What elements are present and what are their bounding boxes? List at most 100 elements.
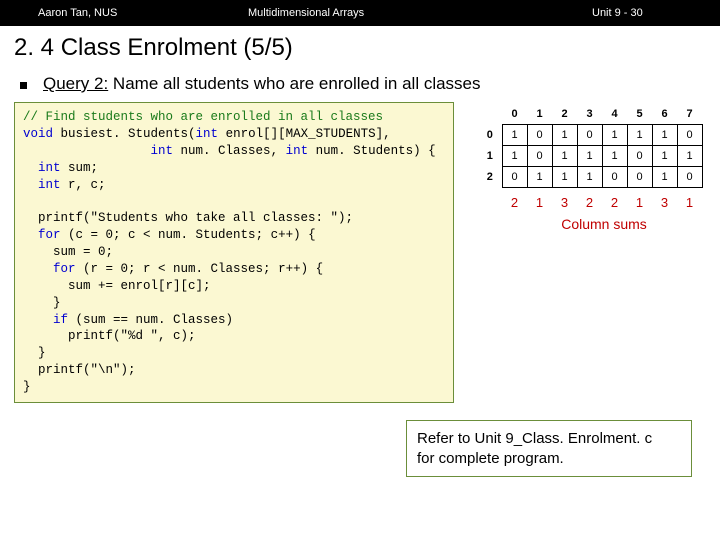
header-author: Aaron Tan, NUS [8,7,228,19]
table-cell: 0 [627,146,652,167]
code-comment: // Find students who are enrolled in all… [23,110,383,124]
refer-line1: Refer to Unit 9_Class. Enrolment. c [417,430,652,447]
code-text: (r = 0; r < num. Classes; r++) { [76,262,324,276]
table-cell: 1 [652,167,677,188]
col-header: 7 [677,104,702,125]
refer-line2: for complete program. [417,450,564,467]
table-cell: 1 [652,125,677,146]
table-cell: 1 [552,125,577,146]
sum-row: 2 1 3 2 2 1 3 1 [478,188,702,213]
code-box: // Find students who are enrolled in all… [14,102,454,403]
col-header: 4 [602,104,627,125]
code-text: sum; [61,161,99,175]
table-row: 1 1 0 1 1 1 0 1 1 [478,146,702,167]
table-cell: 1 [577,167,602,188]
col-header: 2 [552,104,577,125]
col-header: 0 [502,104,527,125]
bullet-text: Query 2: Name all students who are enrol… [43,74,481,94]
code-text: printf("Students who take all classes: "… [23,211,353,225]
col-header: 5 [627,104,652,125]
sum-cell: 1 [527,188,552,213]
code-text: sum = 0; [23,245,113,259]
table-cell: 1 [577,146,602,167]
sum-cell: 1 [627,188,652,213]
sum-cell: 1 [677,188,702,213]
table-cell: 0 [527,125,552,146]
header-topic: Multidimensional Arrays [228,7,592,19]
table-cell: 1 [502,125,527,146]
code-kw: for [38,228,61,242]
code-text: sum += enrol[r][c]; [23,279,211,293]
sum-cell: 3 [552,188,577,213]
bullet-square-icon [20,82,27,89]
table-cell: 0 [502,167,527,188]
row-header: 2 [478,167,502,188]
code-kw: int [38,178,61,192]
table-cell: 0 [602,167,627,188]
code-text: } [23,346,46,360]
enrolment-table-panel: 0 1 2 3 4 5 6 7 0 1 0 1 0 1 1 1 0 1 [478,104,710,232]
table-cell: 1 [677,146,702,167]
code-text [23,228,38,242]
code-text: busiest. Students( [53,127,196,141]
table-cell: 1 [602,125,627,146]
bullet-row: Query 2: Name all students who are enrol… [0,68,720,102]
table-cell: 1 [552,146,577,167]
code-text [23,161,38,175]
code-text: num. Students) { [308,144,436,158]
sum-cell: 3 [652,188,677,213]
col-header: 6 [652,104,677,125]
sum-cell: 2 [577,188,602,213]
bullet-prefix: Query 2: [43,74,108,93]
code-kw: for [53,262,76,276]
table-cell: 0 [677,167,702,188]
table-header-row: 0 1 2 3 4 5 6 7 [478,104,702,125]
code-kw: int [151,144,174,158]
table-cell: 1 [627,125,652,146]
sum-cell: 2 [602,188,627,213]
table-row: 2 0 1 1 1 0 0 1 0 [478,167,702,188]
table-cell: 1 [527,167,552,188]
table-cell: 1 [652,146,677,167]
header-unit: Unit 9 - 30 [592,7,712,19]
table-cell: 1 [502,146,527,167]
code-kw: int [196,127,219,141]
code-text [23,144,151,158]
slide-header: Aaron Tan, NUS Multidimensional Arrays U… [0,0,720,26]
table-row: 0 1 0 1 0 1 1 1 0 [478,125,702,146]
table-cell: 1 [552,167,577,188]
sum-cell: 2 [502,188,527,213]
code-text: printf("\n"); [23,363,136,377]
code-text: (c = 0; c < num. Students; c++) { [61,228,316,242]
slide-title: 2. 4 Class Enrolment (5/5) [0,26,720,68]
code-text: } [23,296,61,310]
table-cell: 1 [602,146,627,167]
column-sums-label: Column sums [498,216,710,232]
table-cell: 0 [577,125,602,146]
code-kw: int [286,144,309,158]
enrolment-table: 0 1 2 3 4 5 6 7 0 1 0 1 0 1 1 1 0 1 [478,104,703,212]
table-cell: 0 [677,125,702,146]
table-cell: 0 [627,167,652,188]
code-text: enrol[][MAX_STUDENTS], [218,127,391,141]
code-text [23,178,38,192]
bullet-rest: Name all students who are enrolled in al… [108,74,480,93]
code-text [23,262,53,276]
refer-box: Refer to Unit 9_Class. Enrolment. c for … [406,420,692,477]
code-kw: int [38,161,61,175]
code-kw: if [53,313,68,327]
col-header: 1 [527,104,552,125]
table-cell: 0 [527,146,552,167]
code-kw: void [23,127,53,141]
code-text: printf("%d ", c); [23,329,196,343]
content-area: // Find students who are enrolled in all… [0,102,720,403]
row-header: 1 [478,146,502,167]
code-text: r, c; [61,178,106,192]
code-text: (sum == num. Classes) [68,313,233,327]
code-text: } [23,380,31,394]
code-text: num. Classes, [173,144,286,158]
code-text [23,313,53,327]
code-blank [23,194,31,208]
col-header: 3 [577,104,602,125]
row-header: 0 [478,125,502,146]
